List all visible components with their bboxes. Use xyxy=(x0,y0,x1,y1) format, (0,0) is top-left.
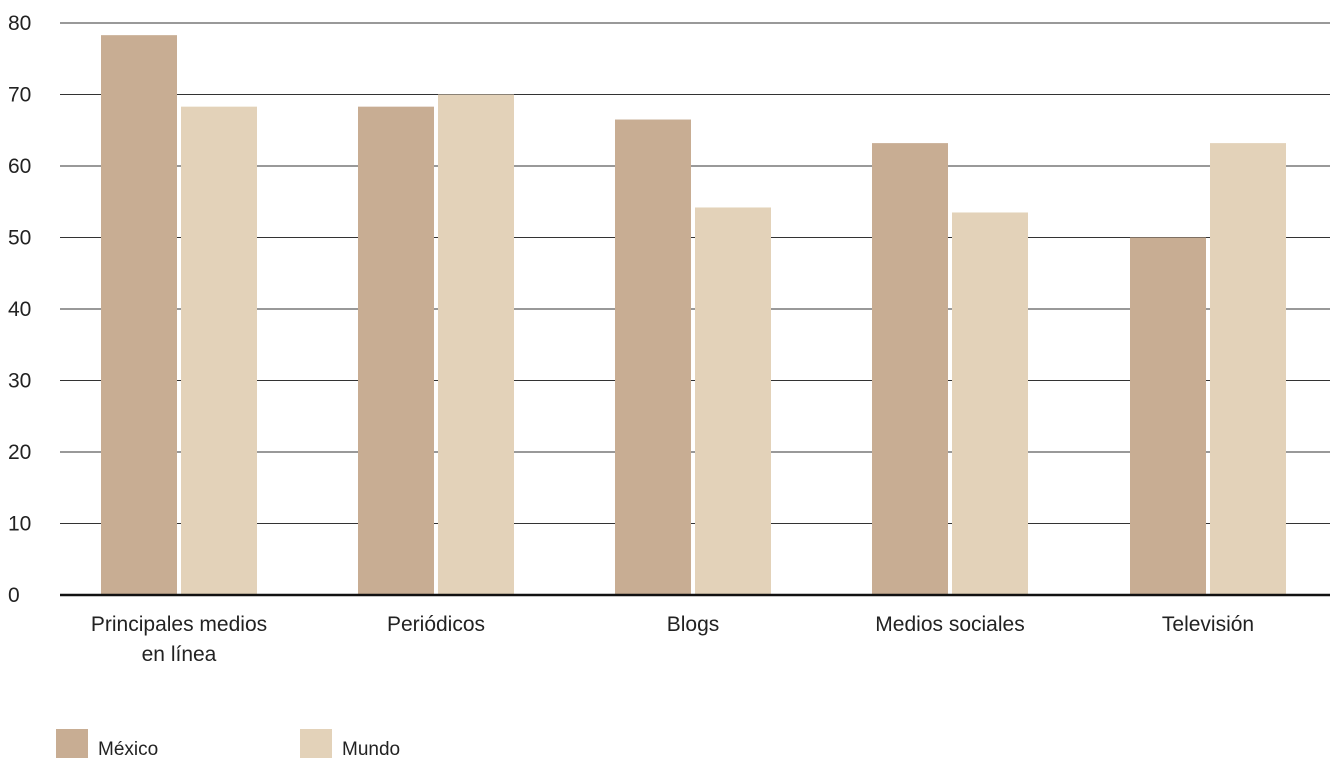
bar-mexico-4 xyxy=(1130,237,1206,595)
bar-mundo-2 xyxy=(695,207,771,595)
bars xyxy=(101,35,1286,596)
legend-swatch-mundo xyxy=(300,729,332,758)
y-tick-label-30: 30 xyxy=(8,370,31,393)
y-tick-label-10: 10 xyxy=(8,513,31,536)
y-tick-label-70: 70 xyxy=(8,84,31,107)
x-category-label-3: Medios sociales xyxy=(875,613,1024,636)
x-category-label-0-line2: en línea xyxy=(142,643,217,666)
y-tick-label-0: 0 xyxy=(8,584,20,607)
bar-mexico-2 xyxy=(615,119,691,596)
legend-swatch-mexico xyxy=(56,729,88,758)
legend: México Mundo xyxy=(56,729,400,758)
x-category-label-1: Periódicos xyxy=(387,613,485,636)
bar-mexico-1 xyxy=(358,106,434,595)
x-category-label-4: Televisión xyxy=(1162,613,1254,636)
x-axis-category-labels: Principales medios en línea Periódicos Blog… xyxy=(91,613,1254,666)
y-tick-label-20: 20 xyxy=(8,441,31,464)
y-tick-label-40: 40 xyxy=(8,298,31,321)
legend-label-mexico: México xyxy=(98,739,158,758)
y-tick-label-60: 60 xyxy=(8,155,31,178)
x-category-label-2: Blogs xyxy=(667,613,720,636)
x-category-label-0: Principales medios xyxy=(91,613,267,636)
bar-mexico-0 xyxy=(101,35,177,595)
y-axis-tick-labels: 0 10 20 30 40 50 60 70 80 xyxy=(8,12,31,607)
y-tick-label-80: 80 xyxy=(8,12,31,35)
bar-mundo-4 xyxy=(1210,143,1286,595)
bar-mexico-3 xyxy=(872,143,948,595)
legend-label-mundo: Mundo xyxy=(342,739,400,758)
y-tick-label-50: 50 xyxy=(8,227,31,250)
bar-mundo-3 xyxy=(952,212,1028,595)
bar-mundo-1 xyxy=(438,94,514,595)
bar-mundo-0 xyxy=(181,106,257,595)
